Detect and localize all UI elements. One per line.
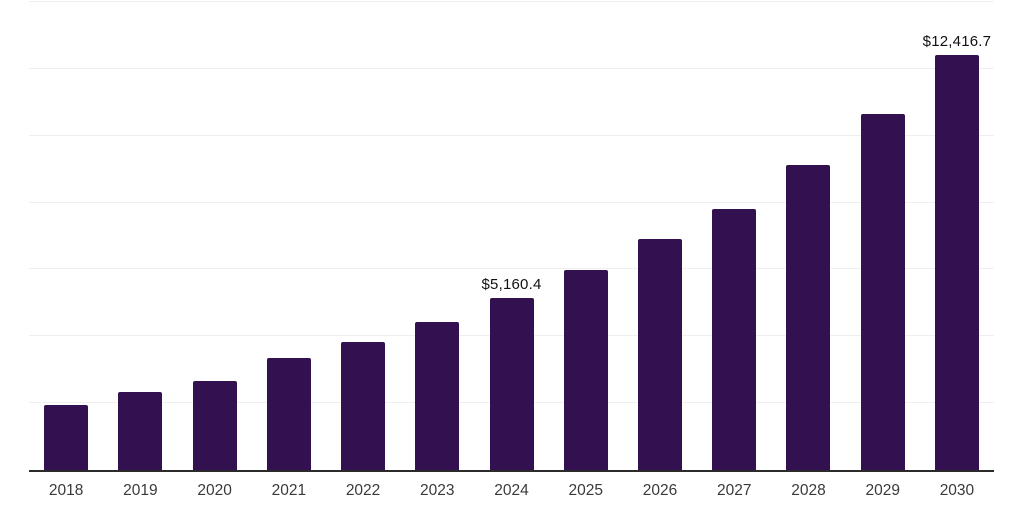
bar-slot bbox=[549, 2, 623, 470]
bar-slot bbox=[103, 2, 177, 470]
bar-2024 bbox=[489, 297, 534, 470]
x-axis: 2018 2019 2020 2021 2022 2023 2024 2025 2026 2027… bbox=[29, 482, 994, 500]
x-tick-label-2021: 2021 bbox=[271, 482, 307, 499]
bar-2029 bbox=[860, 114, 905, 470]
bar-slot bbox=[177, 2, 251, 470]
bar-slot bbox=[771, 2, 845, 470]
bar-2021 bbox=[266, 358, 311, 470]
x-tick-label-2018: 2018 bbox=[48, 482, 84, 499]
bar-value-label-2030: $12,416.7 bbox=[922, 32, 992, 50]
x-tick-label-2019: 2019 bbox=[123, 482, 158, 499]
bar-2018 bbox=[44, 404, 89, 470]
bar-2019 bbox=[118, 392, 163, 470]
x-tick-label-2030: 2030 bbox=[939, 482, 975, 499]
bar-2027 bbox=[712, 208, 757, 470]
x-tick-label-2020: 2020 bbox=[197, 482, 232, 499]
bar-slot: $5,160.4 bbox=[474, 2, 548, 470]
bar-slot bbox=[623, 2, 697, 470]
gridline bbox=[29, 201, 994, 203]
x-tick-label-2025: 2025 bbox=[568, 482, 603, 499]
bar-slot bbox=[846, 2, 920, 470]
bar-2028 bbox=[786, 165, 831, 470]
x-tick-label-2023: 2023 bbox=[420, 482, 455, 499]
bar-value-label-2024: $5,160.4 bbox=[481, 275, 542, 293]
bar-slot bbox=[400, 2, 474, 470]
plot-area: $5,160.4 $12,416.7 bbox=[29, 1, 994, 472]
bar-slot bbox=[252, 2, 326, 470]
bar-slot bbox=[697, 2, 771, 470]
x-tick-label-2028: 2028 bbox=[791, 482, 826, 499]
bar-2030 bbox=[934, 54, 979, 470]
bar-2026 bbox=[637, 238, 682, 470]
bar-2025 bbox=[563, 270, 608, 470]
bar-2023 bbox=[415, 321, 460, 470]
bar-slot: $12,416.7 bbox=[920, 2, 994, 470]
gridline bbox=[29, 1, 994, 2]
x-tick-label-2027: 2027 bbox=[716, 482, 752, 499]
bar-slot bbox=[326, 2, 400, 470]
gridline bbox=[29, 268, 994, 270]
bar-slot bbox=[29, 2, 103, 470]
x-tick-label-2026: 2026 bbox=[642, 482, 678, 499]
x-tick-label-2022: 2022 bbox=[345, 482, 381, 499]
gridline bbox=[29, 67, 994, 69]
x-tick-label-2029: 2029 bbox=[865, 482, 900, 499]
bars-container: $5,160.4 $12,416.7 bbox=[29, 2, 994, 470]
x-tick-label-2024: 2024 bbox=[494, 482, 529, 499]
bar-2022 bbox=[341, 341, 386, 470]
bar-2020 bbox=[192, 380, 237, 470]
gridline bbox=[29, 134, 994, 136]
